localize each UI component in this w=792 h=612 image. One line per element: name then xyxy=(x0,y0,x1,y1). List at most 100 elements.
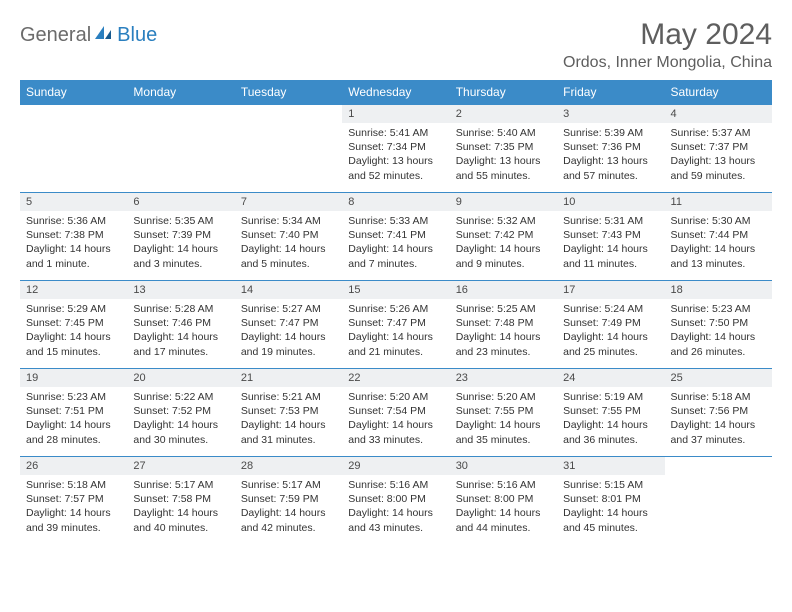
daylight-line: Daylight: 14 hours and 42 minutes. xyxy=(241,506,336,534)
day-number: 25 xyxy=(665,369,772,387)
day-cell: 13Sunrise: 5:28 AMSunset: 7:46 PMDayligh… xyxy=(127,281,234,369)
day-number: 7 xyxy=(235,193,342,211)
location: Ordos, Inner Mongolia, China xyxy=(563,54,772,72)
daylight-line: Daylight: 13 hours and 59 minutes. xyxy=(671,154,766,182)
sunrise-line: Sunrise: 5:41 AM xyxy=(348,126,443,140)
daylight-line: Daylight: 14 hours and 15 minutes. xyxy=(26,330,121,358)
day-info: Sunrise: 5:27 AMSunset: 7:47 PMDaylight:… xyxy=(235,299,342,361)
day-info: Sunrise: 5:20 AMSunset: 7:55 PMDaylight:… xyxy=(450,387,557,449)
sunrise-line: Sunrise: 5:18 AM xyxy=(26,478,121,492)
day-cell: 3Sunrise: 5:39 AMSunset: 7:36 PMDaylight… xyxy=(557,105,664,193)
calendar-week-row: 12Sunrise: 5:29 AMSunset: 7:45 PMDayligh… xyxy=(20,281,772,369)
day-info: Sunrise: 5:28 AMSunset: 7:46 PMDaylight:… xyxy=(127,299,234,361)
day-info: Sunrise: 5:30 AMSunset: 7:44 PMDaylight:… xyxy=(665,211,772,273)
calendar-week-row: 26Sunrise: 5:18 AMSunset: 7:57 PMDayligh… xyxy=(20,457,772,545)
sunrise-line: Sunrise: 5:24 AM xyxy=(563,302,658,316)
calendar-week-row: 5Sunrise: 5:36 AMSunset: 7:38 PMDaylight… xyxy=(20,193,772,281)
sunset-line: Sunset: 7:38 PM xyxy=(26,228,121,242)
calendar-table: SundayMondayTuesdayWednesdayThursdayFrid… xyxy=(20,80,772,545)
day-cell: 26Sunrise: 5:18 AMSunset: 7:57 PMDayligh… xyxy=(20,457,127,545)
daylight-line: Daylight: 13 hours and 57 minutes. xyxy=(563,154,658,182)
day-number: 11 xyxy=(665,193,772,211)
day-cell: 18Sunrise: 5:23 AMSunset: 7:50 PMDayligh… xyxy=(665,281,772,369)
day-number: 19 xyxy=(20,369,127,387)
sunrise-line: Sunrise: 5:40 AM xyxy=(456,126,551,140)
sunset-line: Sunset: 7:48 PM xyxy=(456,316,551,330)
sunset-line: Sunset: 7:47 PM xyxy=(241,316,336,330)
day-number: 20 xyxy=(127,369,234,387)
daylight-line: Daylight: 14 hours and 40 minutes. xyxy=(133,506,228,534)
day-number: 18 xyxy=(665,281,772,299)
daylight-line: Daylight: 14 hours and 5 minutes. xyxy=(241,242,336,270)
sunset-line: Sunset: 8:00 PM xyxy=(348,492,443,506)
day-cell: 25Sunrise: 5:18 AMSunset: 7:56 PMDayligh… xyxy=(665,369,772,457)
daylight-line: Daylight: 14 hours and 33 minutes. xyxy=(348,418,443,446)
daylight-line: Daylight: 14 hours and 37 minutes. xyxy=(671,418,766,446)
logo-text-blue: Blue xyxy=(117,24,157,47)
day-cell: 14Sunrise: 5:27 AMSunset: 7:47 PMDayligh… xyxy=(235,281,342,369)
calendar-body: 1Sunrise: 5:41 AMSunset: 7:34 PMDaylight… xyxy=(20,105,772,545)
day-cell: 12Sunrise: 5:29 AMSunset: 7:45 PMDayligh… xyxy=(20,281,127,369)
day-info: Sunrise: 5:22 AMSunset: 7:52 PMDaylight:… xyxy=(127,387,234,449)
daylight-line: Daylight: 14 hours and 25 minutes. xyxy=(563,330,658,358)
sunset-line: Sunset: 7:45 PM xyxy=(26,316,121,330)
sunset-line: Sunset: 7:43 PM xyxy=(563,228,658,242)
day-number: 14 xyxy=(235,281,342,299)
daylight-line: Daylight: 14 hours and 23 minutes. xyxy=(456,330,551,358)
day-number: 3 xyxy=(557,105,664,123)
sunrise-line: Sunrise: 5:23 AM xyxy=(671,302,766,316)
sunset-line: Sunset: 7:49 PM xyxy=(563,316,658,330)
weekday-header: Friday xyxy=(557,80,664,105)
day-info: Sunrise: 5:34 AMSunset: 7:40 PMDaylight:… xyxy=(235,211,342,273)
sunrise-line: Sunrise: 5:17 AM xyxy=(133,478,228,492)
daylight-line: Daylight: 14 hours and 13 minutes. xyxy=(671,242,766,270)
daylight-line: Daylight: 14 hours and 36 minutes. xyxy=(563,418,658,446)
daylight-line: Daylight: 14 hours and 31 minutes. xyxy=(241,418,336,446)
sunrise-line: Sunrise: 5:33 AM xyxy=(348,214,443,228)
daylight-line: Daylight: 14 hours and 39 minutes. xyxy=(26,506,121,534)
logo-text-general: General xyxy=(20,24,91,47)
day-cell: 23Sunrise: 5:20 AMSunset: 7:55 PMDayligh… xyxy=(450,369,557,457)
daylight-line: Daylight: 14 hours and 11 minutes. xyxy=(563,242,658,270)
day-info: Sunrise: 5:16 AMSunset: 8:00 PMDaylight:… xyxy=(450,475,557,537)
sunset-line: Sunset: 7:36 PM xyxy=(563,140,658,154)
daylight-line: Daylight: 14 hours and 17 minutes. xyxy=(133,330,228,358)
day-cell: 5Sunrise: 5:36 AMSunset: 7:38 PMDaylight… xyxy=(20,193,127,281)
daylight-line: Daylight: 14 hours and 1 minute. xyxy=(26,242,121,270)
sunset-line: Sunset: 7:50 PM xyxy=(671,316,766,330)
day-info: Sunrise: 5:16 AMSunset: 8:00 PMDaylight:… xyxy=(342,475,449,537)
day-number: 6 xyxy=(127,193,234,211)
sunrise-line: Sunrise: 5:28 AM xyxy=(133,302,228,316)
sunset-line: Sunset: 8:01 PM xyxy=(563,492,658,506)
sunrise-line: Sunrise: 5:36 AM xyxy=(26,214,121,228)
day-info: Sunrise: 5:36 AMSunset: 7:38 PMDaylight:… xyxy=(20,211,127,273)
sunset-line: Sunset: 7:55 PM xyxy=(456,404,551,418)
day-cell: 20Sunrise: 5:22 AMSunset: 7:52 PMDayligh… xyxy=(127,369,234,457)
title-block: May 2024 Ordos, Inner Mongolia, China xyxy=(563,18,772,72)
sunrise-line: Sunrise: 5:16 AM xyxy=(348,478,443,492)
weekday-header-row: SundayMondayTuesdayWednesdayThursdayFrid… xyxy=(20,80,772,105)
empty-day-cell xyxy=(235,105,342,193)
daylight-line: Daylight: 14 hours and 26 minutes. xyxy=(671,330,766,358)
day-number: 10 xyxy=(557,193,664,211)
daylight-line: Daylight: 14 hours and 45 minutes. xyxy=(563,506,658,534)
day-info: Sunrise: 5:40 AMSunset: 7:35 PMDaylight:… xyxy=(450,123,557,185)
day-number: 1 xyxy=(342,105,449,123)
sunrise-line: Sunrise: 5:21 AM xyxy=(241,390,336,404)
sunset-line: Sunset: 7:56 PM xyxy=(671,404,766,418)
sunrise-line: Sunrise: 5:15 AM xyxy=(563,478,658,492)
sunrise-line: Sunrise: 5:20 AM xyxy=(348,390,443,404)
day-info: Sunrise: 5:23 AMSunset: 7:50 PMDaylight:… xyxy=(665,299,772,361)
day-info: Sunrise: 5:41 AMSunset: 7:34 PMDaylight:… xyxy=(342,123,449,185)
calendar-week-row: 1Sunrise: 5:41 AMSunset: 7:34 PMDaylight… xyxy=(20,105,772,193)
day-info: Sunrise: 5:19 AMSunset: 7:55 PMDaylight:… xyxy=(557,387,664,449)
day-info: Sunrise: 5:23 AMSunset: 7:51 PMDaylight:… xyxy=(20,387,127,449)
sunset-line: Sunset: 7:41 PM xyxy=(348,228,443,242)
sunset-line: Sunset: 7:37 PM xyxy=(671,140,766,154)
calendar-week-row: 19Sunrise: 5:23 AMSunset: 7:51 PMDayligh… xyxy=(20,369,772,457)
day-info: Sunrise: 5:15 AMSunset: 8:01 PMDaylight:… xyxy=(557,475,664,537)
day-cell: 16Sunrise: 5:25 AMSunset: 7:48 PMDayligh… xyxy=(450,281,557,369)
day-cell: 9Sunrise: 5:32 AMSunset: 7:42 PMDaylight… xyxy=(450,193,557,281)
day-cell: 11Sunrise: 5:30 AMSunset: 7:44 PMDayligh… xyxy=(665,193,772,281)
day-info: Sunrise: 5:25 AMSunset: 7:48 PMDaylight:… xyxy=(450,299,557,361)
